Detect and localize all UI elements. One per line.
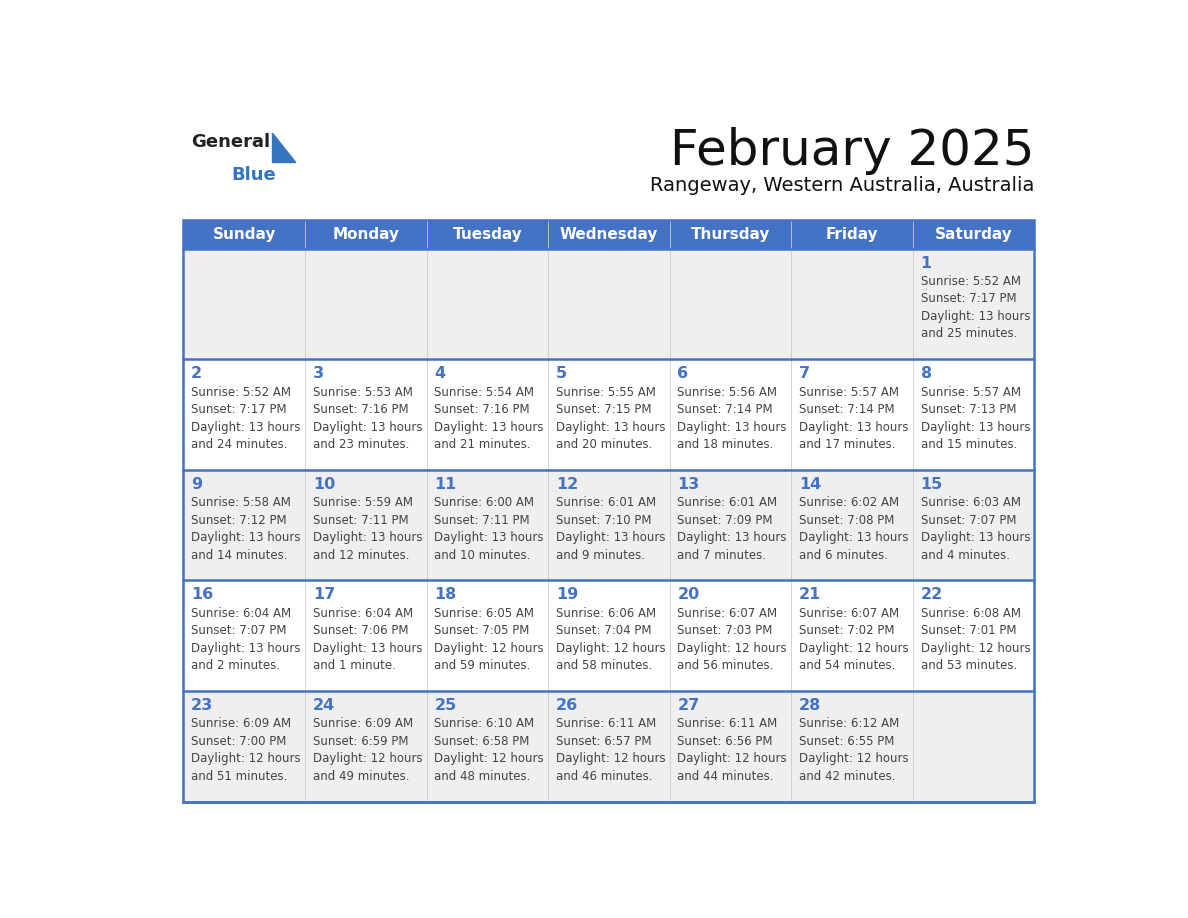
Text: 14: 14 — [800, 476, 821, 492]
Text: 1: 1 — [921, 256, 931, 271]
Text: 20: 20 — [677, 588, 700, 602]
Text: Sunrise: 6:08 AM
Sunset: 7:01 PM
Daylight: 12 hours
and 53 minutes.: Sunrise: 6:08 AM Sunset: 7:01 PM Dayligh… — [921, 607, 1030, 672]
Text: Sunrise: 6:04 AM
Sunset: 7:07 PM
Daylight: 13 hours
and 2 minutes.: Sunrise: 6:04 AM Sunset: 7:07 PM Dayligh… — [191, 607, 301, 672]
Text: Sunrise: 5:59 AM
Sunset: 7:11 PM
Daylight: 13 hours
and 12 minutes.: Sunrise: 5:59 AM Sunset: 7:11 PM Dayligh… — [312, 496, 422, 562]
Text: Sunrise: 5:57 AM
Sunset: 7:13 PM
Daylight: 13 hours
and 15 minutes.: Sunrise: 5:57 AM Sunset: 7:13 PM Dayligh… — [921, 386, 1030, 451]
Text: 2: 2 — [191, 366, 202, 381]
Text: 12: 12 — [556, 476, 579, 492]
Text: Sunrise: 6:11 AM
Sunset: 6:57 PM
Daylight: 12 hours
and 46 minutes.: Sunrise: 6:11 AM Sunset: 6:57 PM Dayligh… — [556, 717, 665, 783]
Text: 5: 5 — [556, 366, 567, 381]
Text: 9: 9 — [191, 476, 202, 492]
Text: 17: 17 — [312, 588, 335, 602]
Text: Sunrise: 5:56 AM
Sunset: 7:14 PM
Daylight: 13 hours
and 18 minutes.: Sunrise: 5:56 AM Sunset: 7:14 PM Dayligh… — [677, 386, 786, 451]
Bar — [183, 470, 1035, 580]
Text: 7: 7 — [800, 366, 810, 381]
Text: Sunrise: 6:09 AM
Sunset: 6:59 PM
Daylight: 12 hours
and 49 minutes.: Sunrise: 6:09 AM Sunset: 6:59 PM Dayligh… — [312, 717, 422, 783]
Text: Friday: Friday — [826, 227, 878, 241]
Text: Sunrise: 5:57 AM
Sunset: 7:14 PM
Daylight: 13 hours
and 17 minutes.: Sunrise: 5:57 AM Sunset: 7:14 PM Dayligh… — [800, 386, 909, 451]
Text: 15: 15 — [921, 476, 943, 492]
Text: 26: 26 — [556, 698, 579, 713]
Text: Sunrise: 5:52 AM
Sunset: 7:17 PM
Daylight: 13 hours
and 24 minutes.: Sunrise: 5:52 AM Sunset: 7:17 PM Dayligh… — [191, 386, 301, 451]
Text: Blue: Blue — [232, 165, 276, 184]
Text: Sunrise: 5:54 AM
Sunset: 7:16 PM
Daylight: 13 hours
and 21 minutes.: Sunrise: 5:54 AM Sunset: 7:16 PM Dayligh… — [435, 386, 544, 451]
Text: Sunrise: 6:03 AM
Sunset: 7:07 PM
Daylight: 13 hours
and 4 minutes.: Sunrise: 6:03 AM Sunset: 7:07 PM Dayligh… — [921, 496, 1030, 562]
Text: General: General — [191, 133, 270, 151]
Text: Sunrise: 6:07 AM
Sunset: 7:02 PM
Daylight: 12 hours
and 54 minutes.: Sunrise: 6:07 AM Sunset: 7:02 PM Dayligh… — [800, 607, 909, 672]
Text: Sunrise: 5:58 AM
Sunset: 7:12 PM
Daylight: 13 hours
and 14 minutes.: Sunrise: 5:58 AM Sunset: 7:12 PM Dayligh… — [191, 496, 301, 562]
Text: February 2025: February 2025 — [670, 127, 1035, 175]
Text: 8: 8 — [921, 366, 931, 381]
Text: Saturday: Saturday — [935, 227, 1012, 241]
Text: Rangeway, Western Australia, Australia: Rangeway, Western Australia, Australia — [650, 175, 1035, 195]
Text: Wednesday: Wednesday — [560, 227, 658, 241]
Bar — [183, 249, 1035, 359]
Text: 25: 25 — [435, 698, 456, 713]
Text: 19: 19 — [556, 588, 579, 602]
Text: Sunrise: 6:11 AM
Sunset: 6:56 PM
Daylight: 12 hours
and 44 minutes.: Sunrise: 6:11 AM Sunset: 6:56 PM Dayligh… — [677, 717, 786, 783]
Text: 6: 6 — [677, 366, 689, 381]
Text: 18: 18 — [435, 588, 456, 602]
Bar — [183, 691, 1035, 801]
Polygon shape — [272, 133, 296, 162]
Text: Sunrise: 6:00 AM
Sunset: 7:11 PM
Daylight: 13 hours
and 10 minutes.: Sunrise: 6:00 AM Sunset: 7:11 PM Dayligh… — [435, 496, 544, 562]
Text: Sunrise: 6:01 AM
Sunset: 7:09 PM
Daylight: 13 hours
and 7 minutes.: Sunrise: 6:01 AM Sunset: 7:09 PM Dayligh… — [677, 496, 786, 562]
Text: Sunrise: 6:10 AM
Sunset: 6:58 PM
Daylight: 12 hours
and 48 minutes.: Sunrise: 6:10 AM Sunset: 6:58 PM Dayligh… — [435, 717, 544, 783]
Text: 4: 4 — [435, 366, 446, 381]
Text: Sunrise: 6:06 AM
Sunset: 7:04 PM
Daylight: 12 hours
and 58 minutes.: Sunrise: 6:06 AM Sunset: 7:04 PM Dayligh… — [556, 607, 665, 672]
Text: Sunrise: 6:12 AM
Sunset: 6:55 PM
Daylight: 12 hours
and 42 minutes.: Sunrise: 6:12 AM Sunset: 6:55 PM Dayligh… — [800, 717, 909, 783]
Text: Sunrise: 6:04 AM
Sunset: 7:06 PM
Daylight: 13 hours
and 1 minute.: Sunrise: 6:04 AM Sunset: 7:06 PM Dayligh… — [312, 607, 422, 672]
Text: 11: 11 — [435, 476, 456, 492]
Text: Sunrise: 6:09 AM
Sunset: 7:00 PM
Daylight: 12 hours
and 51 minutes.: Sunrise: 6:09 AM Sunset: 7:00 PM Dayligh… — [191, 717, 301, 783]
Bar — [183, 359, 1035, 470]
Text: 24: 24 — [312, 698, 335, 713]
Text: Sunrise: 6:01 AM
Sunset: 7:10 PM
Daylight: 13 hours
and 9 minutes.: Sunrise: 6:01 AM Sunset: 7:10 PM Dayligh… — [556, 496, 665, 562]
Bar — [183, 219, 1035, 801]
Text: Thursday: Thursday — [690, 227, 770, 241]
Text: Sunrise: 6:07 AM
Sunset: 7:03 PM
Daylight: 12 hours
and 56 minutes.: Sunrise: 6:07 AM Sunset: 7:03 PM Dayligh… — [677, 607, 786, 672]
Text: 3: 3 — [312, 366, 324, 381]
Text: Sunrise: 5:52 AM
Sunset: 7:17 PM
Daylight: 13 hours
and 25 minutes.: Sunrise: 5:52 AM Sunset: 7:17 PM Dayligh… — [921, 274, 1030, 341]
Text: Sunrise: 6:05 AM
Sunset: 7:05 PM
Daylight: 12 hours
and 59 minutes.: Sunrise: 6:05 AM Sunset: 7:05 PM Dayligh… — [435, 607, 544, 672]
Text: 13: 13 — [677, 476, 700, 492]
Text: Sunrise: 5:53 AM
Sunset: 7:16 PM
Daylight: 13 hours
and 23 minutes.: Sunrise: 5:53 AM Sunset: 7:16 PM Dayligh… — [312, 386, 422, 451]
Text: Sunrise: 6:02 AM
Sunset: 7:08 PM
Daylight: 13 hours
and 6 minutes.: Sunrise: 6:02 AM Sunset: 7:08 PM Dayligh… — [800, 496, 909, 562]
Text: 27: 27 — [677, 698, 700, 713]
Text: 28: 28 — [800, 698, 821, 713]
Bar — [183, 219, 1035, 249]
Text: 16: 16 — [191, 588, 214, 602]
Text: Monday: Monday — [333, 227, 399, 241]
Bar — [183, 580, 1035, 691]
Text: Sunrise: 5:55 AM
Sunset: 7:15 PM
Daylight: 13 hours
and 20 minutes.: Sunrise: 5:55 AM Sunset: 7:15 PM Dayligh… — [556, 386, 665, 451]
Text: 10: 10 — [312, 476, 335, 492]
Text: 23: 23 — [191, 698, 214, 713]
Text: 22: 22 — [921, 588, 943, 602]
Text: Sunday: Sunday — [213, 227, 276, 241]
Text: Tuesday: Tuesday — [453, 227, 523, 241]
Text: 21: 21 — [800, 588, 821, 602]
